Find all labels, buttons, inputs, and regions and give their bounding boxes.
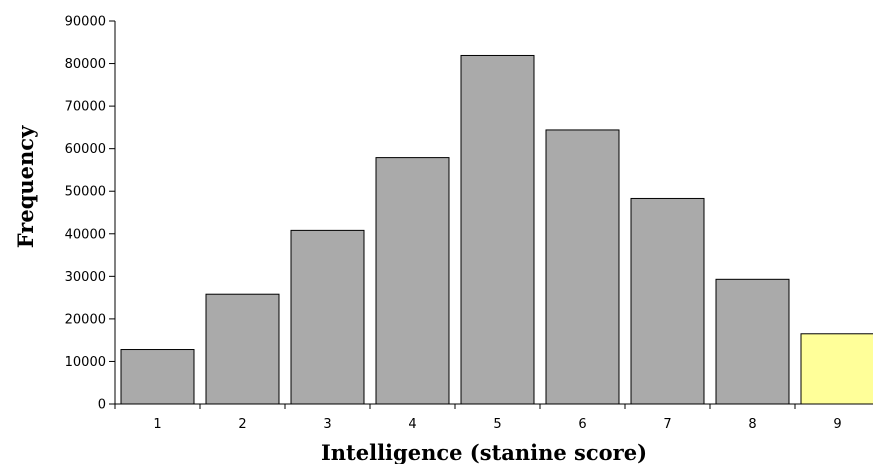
bar-2 bbox=[205, 293, 280, 405]
bar-6 bbox=[545, 129, 620, 405]
x-tick-label-7: 7 bbox=[663, 417, 671, 432]
y-tick-label-20000: 20000 bbox=[65, 312, 106, 327]
y-tick-label-60000: 60000 bbox=[65, 142, 106, 157]
x-tick-label-9: 9 bbox=[833, 417, 841, 432]
bar-4 bbox=[375, 157, 450, 405]
y-axis-title: Frequency bbox=[13, 125, 38, 248]
x-tick-label-1: 1 bbox=[153, 417, 161, 432]
bar-9 bbox=[800, 333, 873, 405]
bar-5 bbox=[460, 54, 535, 405]
y-tick-label-0: 0 bbox=[98, 398, 106, 413]
y-axis: 0 10000 20000 30000 40000 50000 60000 70000 8000… bbox=[65, 15, 116, 413]
x-tick-label-3: 3 bbox=[323, 417, 331, 432]
y-tick-label-90000: 90000 bbox=[65, 15, 106, 30]
x-tick-label-6: 6 bbox=[578, 417, 586, 432]
y-tick-label-30000: 30000 bbox=[65, 270, 106, 285]
bar-8 bbox=[715, 278, 790, 405]
bar-7 bbox=[630, 197, 705, 405]
y-tick-label-40000: 40000 bbox=[65, 227, 106, 242]
y-tick-label-70000: 70000 bbox=[65, 100, 106, 115]
bars bbox=[120, 54, 873, 405]
y-tick-label-80000: 80000 bbox=[65, 57, 106, 72]
y-tick-label-50000: 50000 bbox=[65, 185, 106, 200]
y-tick-label-10000: 10000 bbox=[65, 355, 106, 370]
x-axis-title: Intelligence (stanine score) bbox=[321, 440, 647, 464]
x-axis: 1 2 3 4 5 6 7 8 9 bbox=[114, 403, 873, 432]
x-tick-label-5: 5 bbox=[493, 417, 501, 432]
x-tick-label-8: 8 bbox=[748, 417, 756, 432]
bar-1 bbox=[120, 349, 195, 405]
bar-3 bbox=[290, 229, 365, 405]
x-tick-label-2: 2 bbox=[238, 417, 246, 432]
x-tick-label-4: 4 bbox=[408, 417, 416, 432]
